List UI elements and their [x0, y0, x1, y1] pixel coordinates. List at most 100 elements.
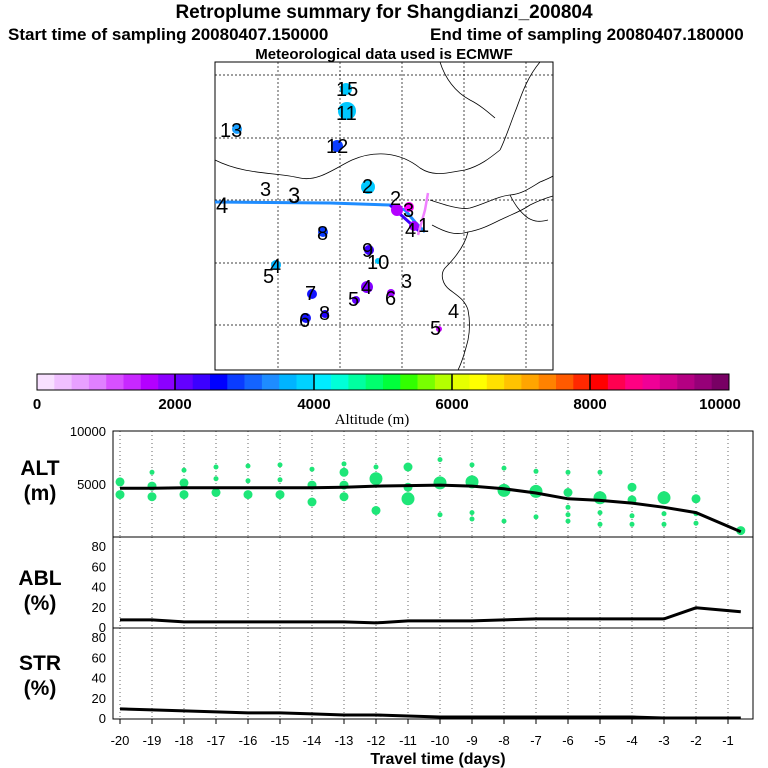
alt-yticks: 10000 5000 [70, 424, 106, 492]
colorbar-cell [590, 374, 609, 390]
series-line [120, 483, 742, 534]
colorbar-cell [88, 374, 107, 390]
abl-panel: ABL (%) 0 20 40 60 80 [18, 536, 754, 635]
scatter-point [629, 513, 635, 519]
colorbar-cell [106, 374, 124, 390]
y-tick: 0 [99, 620, 106, 635]
cluster-dot [352, 296, 360, 304]
x-tick-label: -16 [239, 733, 258, 748]
str-frame [112, 627, 754, 720]
str-ylabel-unit: (%) [24, 677, 57, 700]
map-coastlines [214, 61, 554, 371]
chart-title: Retroplume summary for Shangdianzi_20080… [175, 2, 593, 23]
y-tick: 40 [92, 671, 106, 686]
cluster-label: 8 [319, 303, 330, 325]
scatter-point [179, 490, 189, 500]
cluster-label: 3 [401, 271, 412, 293]
colorbar: 0 2000 4000 6000 8000 10000 Altitude (m) [33, 373, 741, 428]
str-line [119, 707, 741, 720]
scatter-point [533, 514, 539, 520]
x-tick-label: -5 [594, 733, 606, 748]
colorbar-cell [175, 374, 193, 390]
y-tick: 60 [92, 559, 106, 574]
cluster-label: 5 [263, 266, 274, 288]
x-tick-label: -11 [399, 733, 417, 748]
colorbar-cell [244, 374, 263, 390]
y-tick: 40 [92, 580, 106, 595]
scatter-point [565, 518, 571, 524]
cluster-label: 3 [288, 183, 300, 208]
x-tick-label: -2 [690, 733, 702, 748]
x-axis-ticks: -20 -19 -18 -17 -16 -15 -14 -13 -12 -11 -10 -9 -8 -7 -… [111, 719, 734, 748]
scatter-point [469, 510, 475, 516]
y-tick: 20 [92, 691, 106, 706]
alt-line [120, 483, 742, 534]
str-yticks: 0 20 40 60 80 [92, 630, 106, 726]
scatter-point [245, 463, 251, 469]
y-tick: 60 [92, 650, 106, 665]
colorbar-cell [694, 374, 712, 390]
cluster-dot [361, 180, 375, 194]
scatter-point [307, 497, 317, 507]
cluster-dot [301, 313, 311, 323]
scatter-point [115, 477, 125, 487]
cluster-label: 6 [385, 288, 396, 310]
colorbar-cell [296, 374, 315, 390]
cluster-dot [361, 281, 373, 293]
end-time: End time of sampling 20080407.180000 [430, 25, 744, 44]
map-graticule [215, 62, 553, 370]
cluster-label: 12 [326, 136, 348, 158]
colorbar-cell [383, 374, 401, 390]
colorbar-cell [400, 374, 418, 390]
colorbar-cell [556, 374, 574, 390]
str-ylabel: STR [19, 652, 61, 675]
cluster-label: 5 [430, 318, 441, 340]
scatter-point [277, 462, 283, 468]
alt-ytick: 10000 [70, 424, 106, 439]
scatter-point [149, 469, 155, 475]
scatter-point [181, 467, 187, 473]
scatter-point [597, 469, 603, 475]
colorbar-cell [313, 374, 332, 390]
cluster-label: 4 [216, 193, 228, 218]
scatter-point [469, 462, 475, 468]
scatter-point [369, 472, 383, 486]
scatter-point [243, 490, 253, 500]
colorbar-cell [625, 374, 643, 390]
colorbar-tick: 6000 [435, 396, 468, 413]
scatter-point [245, 478, 251, 484]
scatter-point [593, 491, 607, 505]
x-tick-label: -7 [530, 733, 542, 748]
x-tick-label: -17 [207, 733, 226, 748]
scatter-point [629, 521, 635, 527]
x-tick-label: -10 [431, 733, 450, 748]
cluster-dot [404, 202, 414, 212]
scatter-point [657, 491, 671, 505]
x-tick-label: -14 [303, 733, 322, 748]
cluster-label: 11 [336, 103, 357, 125]
series-line [119, 707, 741, 720]
cluster-label: 10 [367, 252, 389, 274]
scatter-point [115, 490, 125, 500]
colorbar-frame [36, 373, 730, 391]
abl-yticks: 0 20 40 60 80 [92, 539, 106, 635]
colorbar-cell [123, 374, 142, 390]
cluster-dot [271, 260, 281, 270]
cluster-label: 5 [348, 289, 359, 311]
colorbar-cell [538, 374, 557, 390]
map-frame [214, 61, 554, 371]
scatter-point [339, 492, 349, 502]
colorbar-cell [711, 374, 730, 390]
cluster-dot [232, 124, 242, 134]
scatter-point [433, 476, 447, 490]
colorbar-tick: 8000 [573, 396, 606, 413]
colorbar-cell [261, 374, 280, 390]
colorbar-tick: 0 [33, 396, 41, 413]
alt-ylabel-unit: (m) [24, 482, 57, 505]
colorbar-cell [227, 374, 245, 390]
colorbar-tick: 10000 [699, 396, 741, 413]
met-data-note: Meteorological data used is ECMWF [255, 46, 513, 63]
x-tick-label: -4 [626, 733, 638, 748]
scatter-point [661, 521, 667, 527]
colorbar-cell [469, 374, 488, 390]
